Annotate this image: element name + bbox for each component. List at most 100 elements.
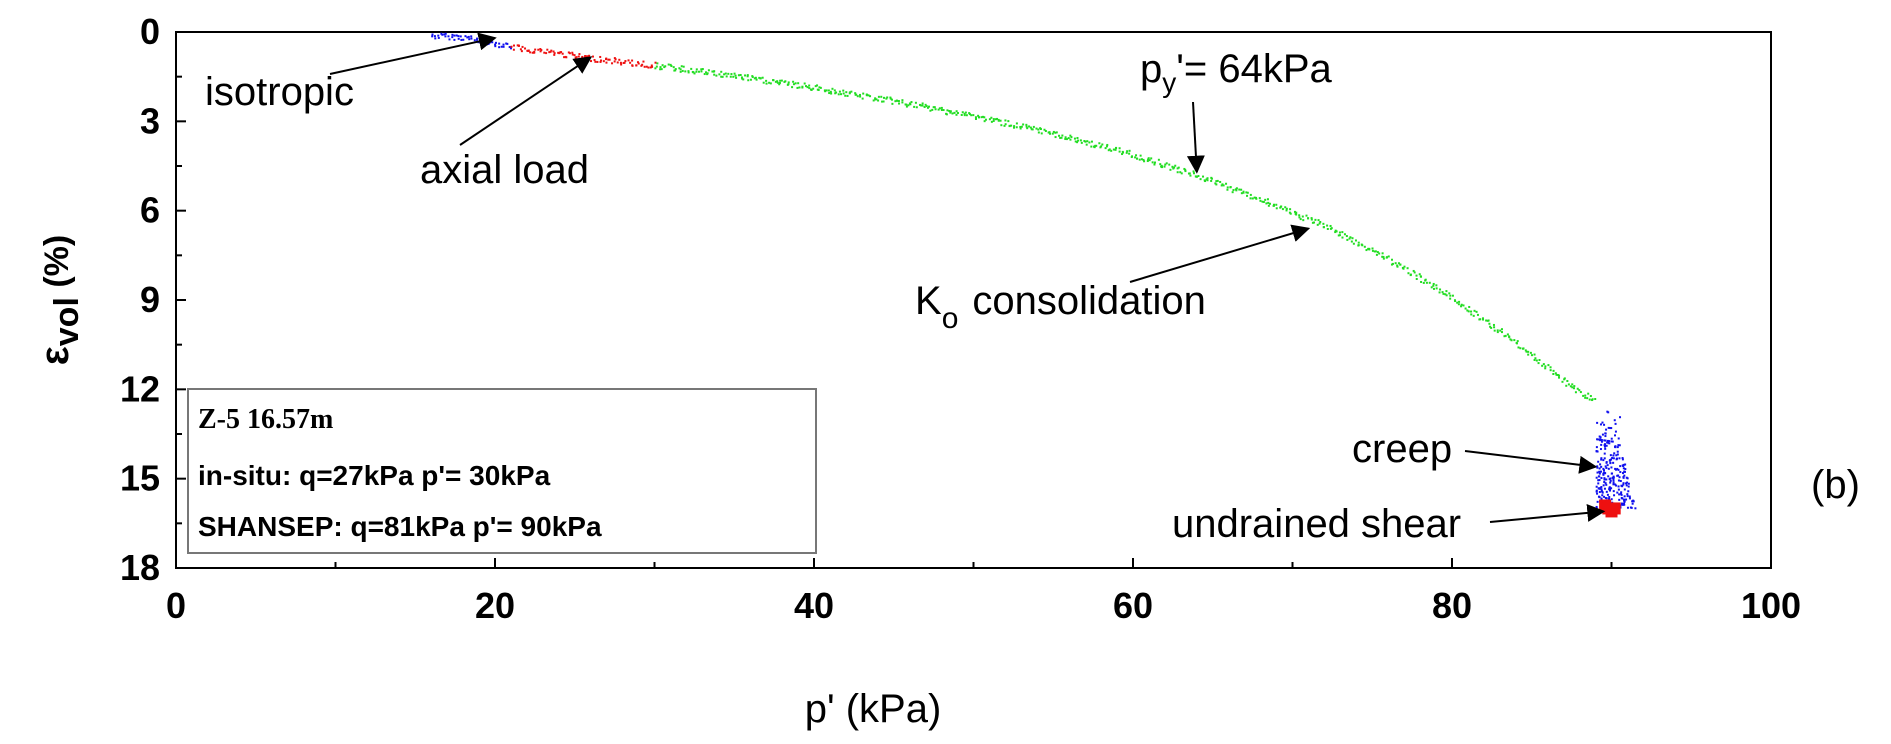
data-point [613, 57, 616, 60]
data-point [537, 48, 540, 51]
data-point [1527, 350, 1530, 353]
creep-point [1600, 439, 1603, 442]
data-point [859, 93, 862, 96]
data-point [830, 92, 833, 95]
data-point [970, 114, 973, 117]
data-point [1285, 207, 1288, 210]
data-point [1449, 297, 1452, 300]
creep-point [1613, 494, 1616, 497]
creep-point [1616, 446, 1619, 449]
data-point [751, 75, 754, 78]
creep-point [1598, 491, 1601, 494]
creep-point [1600, 457, 1603, 460]
creep-point [1621, 457, 1624, 460]
data-point [1586, 397, 1589, 400]
data-point [687, 71, 690, 74]
data-point [1579, 391, 1582, 394]
data-point [1210, 177, 1213, 180]
creep-point [1614, 445, 1617, 448]
data-point [1515, 342, 1518, 345]
data-point [1013, 125, 1016, 128]
creep-point [1602, 473, 1605, 476]
data-point [590, 60, 593, 63]
data-point [801, 86, 804, 89]
data-point [778, 83, 781, 86]
data-point [980, 116, 983, 119]
creep-point [1627, 482, 1630, 485]
data-point [997, 118, 1000, 121]
data-point [1003, 124, 1006, 127]
y-axis-title-sub: vol [48, 297, 86, 346]
data-point [768, 81, 771, 84]
data-point [1026, 127, 1029, 130]
data-point [1432, 282, 1435, 285]
annotation-arrow [459, 56, 593, 146]
data-point [1584, 394, 1587, 397]
creep-point [1618, 498, 1621, 501]
data-point [1288, 211, 1291, 214]
data-point [928, 105, 931, 108]
data-point [459, 35, 462, 38]
creep-point [1631, 502, 1634, 505]
data-point [1136, 157, 1139, 160]
data-point [948, 110, 951, 113]
creep-point [1630, 506, 1633, 509]
data-point [1160, 164, 1163, 167]
data-point [1387, 255, 1390, 258]
data-point [1403, 265, 1406, 268]
data-point [1470, 313, 1473, 316]
info-box-line1: Z-5 16.57m [198, 404, 333, 435]
axis-ticks: 0 20 40 60 80 100 0 3 6 9 12 15 18 [120, 11, 1801, 626]
data-point [1343, 233, 1346, 236]
creep-point [1609, 427, 1612, 430]
data-point [1125, 151, 1128, 154]
creep-point [1596, 438, 1599, 441]
data-point [1573, 385, 1576, 388]
creep-point [1609, 488, 1612, 491]
data-point [692, 71, 695, 74]
creep-point [1619, 471, 1622, 474]
data-point [720, 70, 723, 73]
data-point [563, 56, 566, 59]
creep-point [1598, 472, 1601, 475]
data-point [968, 113, 971, 116]
data-point [724, 72, 727, 75]
data-point [1229, 186, 1232, 189]
data-point [605, 57, 608, 60]
data-point [681, 69, 684, 72]
data-point [727, 72, 730, 75]
data-point [1490, 326, 1493, 329]
data-point [953, 111, 956, 114]
data-point [942, 109, 945, 112]
creep-point [1622, 463, 1625, 466]
data-point [1076, 136, 1079, 139]
data-point [833, 89, 836, 92]
data-point [803, 82, 806, 85]
data-point [1210, 179, 1213, 182]
data-point [1106, 143, 1109, 146]
data-point [725, 75, 728, 78]
data-point [1346, 238, 1349, 241]
data-point [1415, 274, 1418, 277]
creep-point [1623, 503, 1626, 506]
creep-point [1611, 440, 1614, 443]
data-point [1468, 305, 1471, 308]
data-point [1095, 144, 1098, 147]
data-point [627, 59, 630, 62]
creep-point [1623, 495, 1626, 498]
data-point [1407, 272, 1410, 275]
data-point [1582, 394, 1585, 397]
data-point [755, 78, 758, 81]
data-point [1360, 243, 1363, 246]
data-point [1464, 307, 1467, 310]
creep-point [1599, 486, 1602, 489]
data-point [1235, 189, 1238, 192]
data-point [968, 112, 971, 115]
data-point [721, 75, 724, 78]
data-point [1504, 334, 1507, 337]
data-point [706, 72, 709, 75]
data-point [1088, 141, 1091, 144]
data-point [1197, 175, 1200, 178]
y-tick-label: 3 [140, 100, 160, 141]
data-point [1281, 208, 1284, 211]
